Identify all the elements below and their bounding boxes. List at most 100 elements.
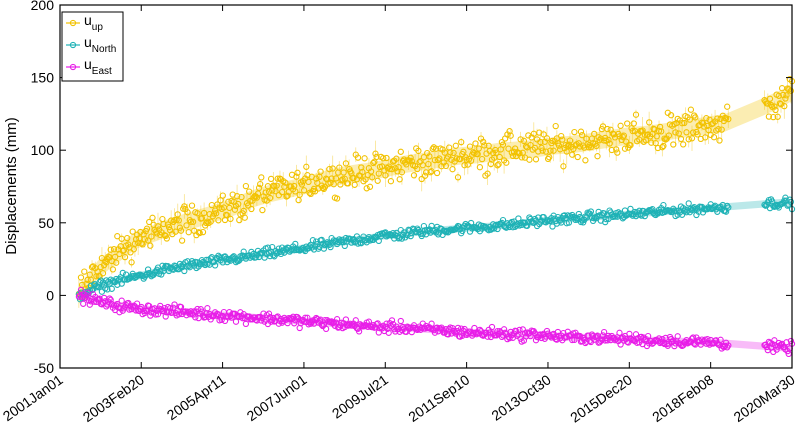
data-point [328, 175, 335, 182]
data-point [100, 282, 108, 289]
data-point [673, 207, 680, 215]
data-point [365, 318, 373, 325]
plot-frame [59, 4, 793, 369]
data-point [665, 132, 673, 139]
data-point [574, 153, 581, 161]
data-point [332, 175, 340, 182]
data-point [80, 300, 87, 307]
data-point [660, 201, 667, 209]
data-point [503, 159, 510, 166]
data-point [375, 329, 382, 336]
data-point [606, 140, 613, 147]
data-point [670, 141, 677, 148]
data-point [333, 316, 341, 323]
data-point [113, 259, 120, 266]
data-point [627, 142, 634, 149]
data-point [184, 209, 191, 216]
data-point [622, 138, 630, 145]
data-point [147, 242, 154, 249]
data-point [104, 301, 111, 308]
data-point [342, 160, 350, 167]
data-point [448, 156, 455, 163]
data-point [300, 187, 308, 194]
data-point [542, 148, 550, 155]
data-point [141, 236, 148, 243]
data-point [495, 161, 502, 168]
data-point [705, 126, 712, 134]
data-point [204, 305, 211, 312]
data-point [499, 216, 507, 224]
data-point [583, 338, 590, 345]
data-point [703, 115, 710, 122]
data-point [472, 140, 479, 147]
data-point [272, 188, 279, 195]
data-point [566, 137, 574, 144]
x-tick-label: 2011Sep10 [405, 371, 472, 425]
data-point [337, 181, 344, 188]
data-point [407, 154, 414, 161]
data-point [114, 300, 121, 308]
data-point [119, 269, 126, 277]
data-point [133, 300, 141, 307]
data-point [719, 201, 726, 209]
data-point [539, 147, 546, 154]
data-point [609, 213, 617, 221]
data-point [714, 115, 721, 122]
data-point [292, 188, 299, 195]
data-point [257, 180, 264, 188]
data-point [355, 328, 363, 335]
data-point [662, 136, 669, 143]
data-point [481, 142, 488, 149]
data-point [266, 252, 274, 260]
data-point [717, 336, 724, 343]
data-point [535, 148, 542, 155]
data-point [75, 293, 83, 300]
data-point [227, 215, 234, 223]
data-point [267, 175, 275, 183]
data-point [672, 129, 679, 136]
data-point [421, 227, 429, 234]
data-point [449, 166, 456, 173]
data-point [351, 181, 358, 188]
data-point [674, 333, 681, 340]
data-point [428, 168, 435, 175]
data-point [295, 196, 302, 204]
data-point [387, 178, 395, 185]
data-point [436, 155, 443, 162]
data-point [275, 192, 282, 199]
data-point [581, 144, 588, 151]
data-point [432, 145, 440, 152]
uncertainty-band [78, 83, 792, 305]
data-point [526, 156, 533, 163]
data-point [214, 310, 221, 318]
data-point [393, 155, 400, 162]
data-point [677, 135, 685, 143]
data-point [242, 320, 250, 328]
data-point [773, 346, 780, 353]
data-point [484, 170, 491, 177]
data-point [782, 95, 789, 102]
data-point [537, 138, 544, 146]
data-point [207, 218, 214, 225]
data-point [418, 175, 425, 183]
data-point [219, 312, 226, 320]
data-point [408, 158, 415, 165]
data-point [98, 288, 106, 295]
data-point [704, 335, 711, 343]
data-point [213, 210, 220, 217]
data-point [694, 131, 701, 138]
data-point [505, 333, 512, 340]
data-point [198, 215, 206, 222]
data-point [646, 119, 653, 126]
data-point [363, 239, 370, 246]
data-point [716, 137, 723, 144]
data-point [196, 229, 203, 237]
data-point [576, 143, 584, 150]
data-point [321, 183, 329, 190]
data-point [597, 135, 604, 142]
data-point [685, 136, 692, 143]
data-point [774, 113, 781, 120]
x-tick-label: 2007Jun01 [244, 371, 310, 424]
data-point [613, 146, 620, 153]
